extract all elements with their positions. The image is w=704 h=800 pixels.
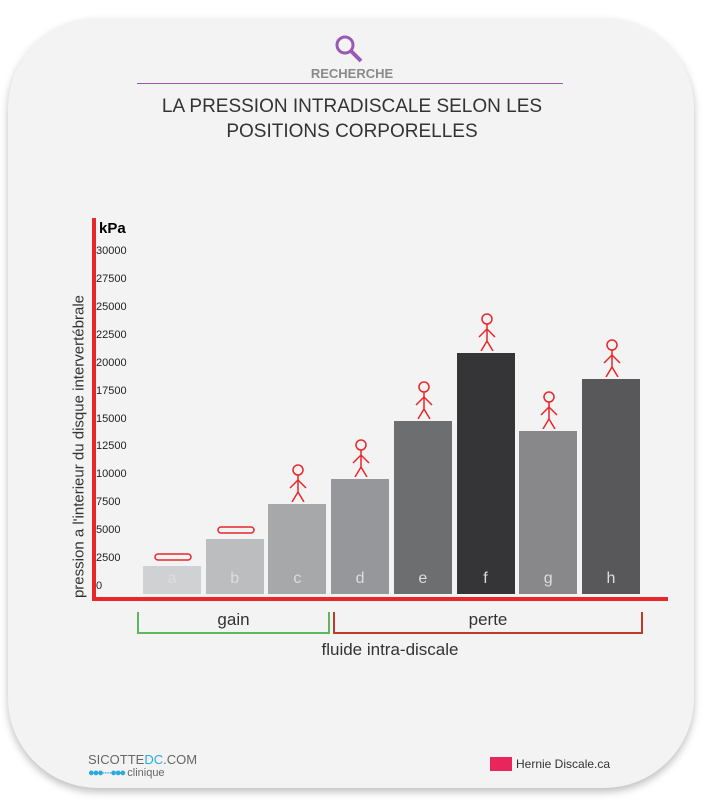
y-axis-label: pression a l'interieur du disque interve…: [70, 294, 88, 599]
infographic-card: [8, 18, 694, 788]
y-axis: [92, 218, 96, 601]
hernie-logo[interactable]: Hernie Discale.ca: [516, 757, 611, 771]
posture-figure-icon: [540, 390, 558, 429]
title-line-1: LA PRESSION INTRADISCALE SELON LES: [161, 96, 543, 117]
bar-label: e: [418, 570, 428, 587]
hernie-logo-icon: [490, 757, 512, 771]
bar-label: b: [230, 570, 240, 587]
y-tick-label: 7500: [96, 496, 121, 509]
logo-part: DC: [144, 752, 164, 767]
y-tick-label: 12500: [96, 440, 127, 453]
y-tick-label: 25000: [96, 300, 127, 313]
category-label: RECHERCHE: [310, 66, 394, 81]
title-line-2: POSITIONS CORPORELLES: [226, 121, 478, 142]
posture-figure-icon: [415, 380, 433, 419]
bar-label: f: [483, 570, 488, 587]
y-tick-label: 27500: [96, 272, 127, 285]
bar-c: [268, 504, 327, 594]
bracket-perte: [333, 612, 643, 634]
dots-icon: ●●●·····●●●: [88, 767, 126, 779]
y-tick-label: 10000: [96, 468, 127, 481]
y-tick-label: 5000: [96, 524, 121, 537]
bar-f: [456, 352, 515, 594]
y-tick-label: 22500: [96, 328, 127, 341]
x-axis-label: fluide intra-discale: [321, 640, 459, 659]
posture-figure-icon: [477, 312, 496, 351]
y-tick-label: 30000: [96, 245, 127, 257]
y-tick-label: 2500: [96, 552, 121, 565]
bar-label: c: [293, 570, 302, 587]
bar-label: g: [543, 570, 553, 587]
bar-label: h: [606, 570, 616, 587]
bar-a: [143, 565, 201, 594]
clinique-label: clinique: [127, 767, 165, 779]
group-label-perte: perte: [468, 610, 508, 629]
group-label-gain: gain: [217, 610, 250, 629]
logo-part: SICOTTE: [88, 752, 145, 767]
bar-label: d: [355, 570, 365, 587]
bar-d: [331, 478, 390, 594]
posture-figure-icon: [289, 464, 307, 503]
sicotte-sub: ●●●·····●●● clinique: [88, 767, 165, 779]
page-title: LA PRESSION INTRADISCALE SELON LES POSITI…: [0, 94, 704, 144]
posture-figure-icon: [216, 526, 255, 534]
posture-figure-icon: [154, 553, 192, 561]
bracket-gain: [137, 612, 330, 634]
bar-label: a: [167, 570, 177, 587]
sicotte-logo[interactable]: SICOTTEDC.COM: [88, 752, 197, 767]
posture-figure-icon: [352, 438, 370, 477]
bar-h: [581, 379, 640, 594]
y-tick-label: 0: [96, 580, 103, 592]
y-tick-label: 17500: [96, 384, 127, 397]
y-tick-label: 15000: [96, 412, 127, 425]
posture-figure-icon: [603, 339, 621, 378]
magnifier-icon: [335, 35, 363, 63]
bar-e: [393, 420, 452, 594]
bar-g: [519, 430, 578, 594]
logo-part: .COM: [163, 752, 198, 767]
y-tick-label: 20000: [96, 356, 127, 369]
bar-b: [205, 538, 264, 594]
y-unit: kPa: [99, 220, 126, 237]
divider: [137, 83, 563, 84]
x-axis: [92, 597, 668, 601]
